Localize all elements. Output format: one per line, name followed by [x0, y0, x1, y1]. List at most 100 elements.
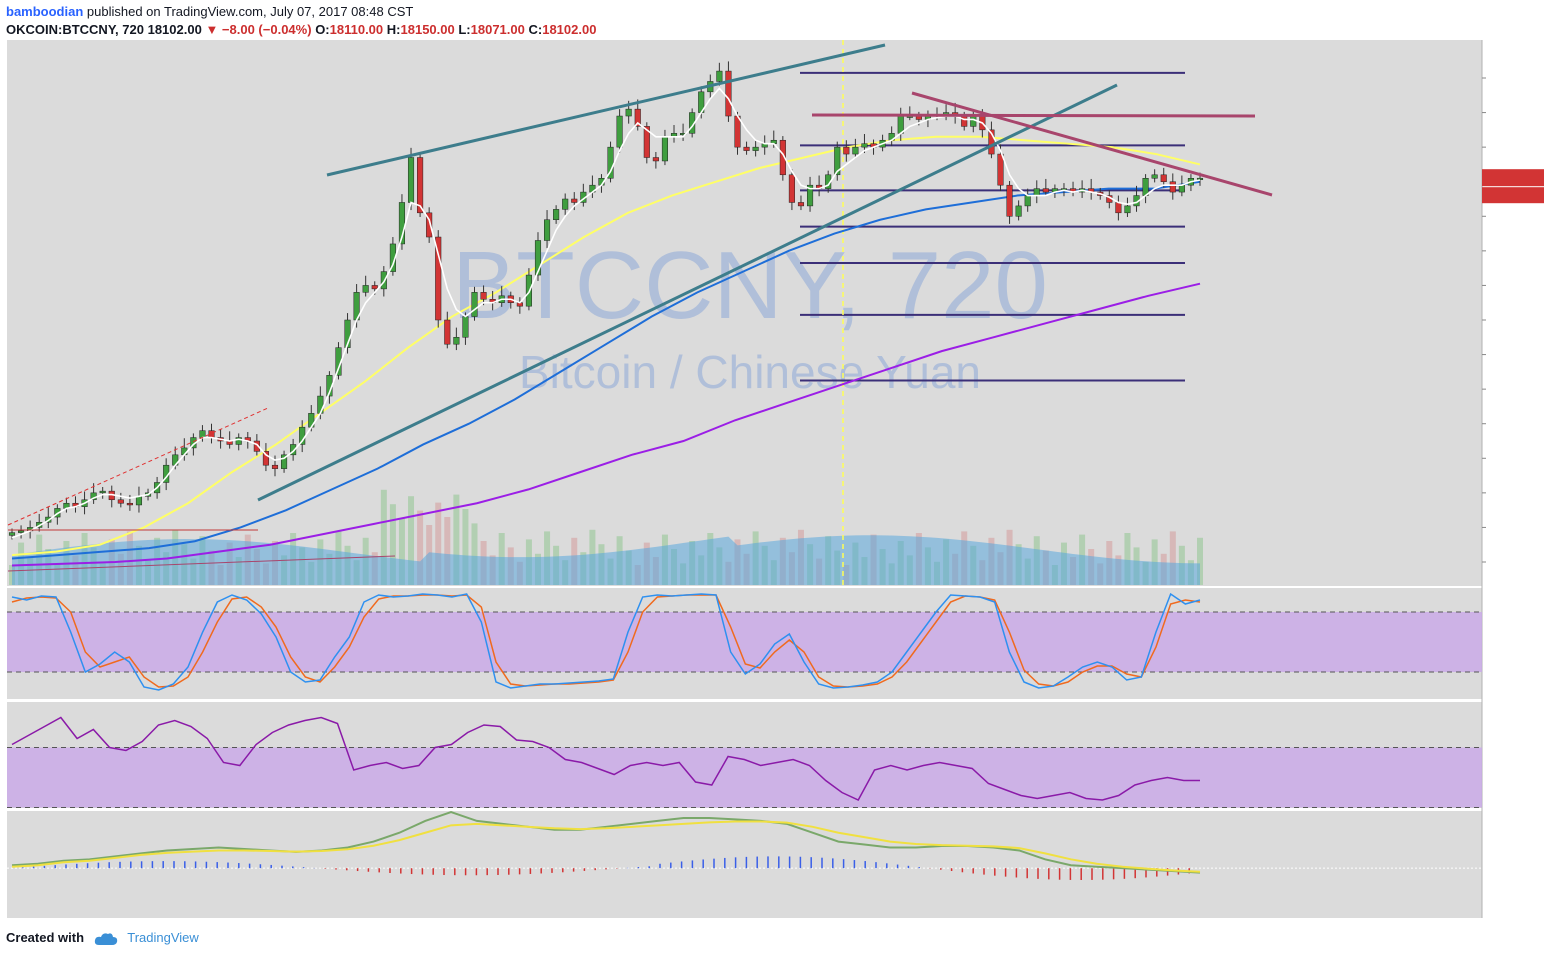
candle-up [407, 157, 415, 203]
candle-down [262, 451, 269, 466]
candle-down [743, 146, 750, 151]
candle-up [1124, 205, 1131, 214]
volume-bar [462, 509, 469, 585]
candle-up [716, 70, 723, 82]
candle-up [290, 444, 297, 456]
candle-down [725, 70, 732, 117]
sma-blue-line [11, 180, 1201, 560]
high-label: H: [386, 22, 401, 37]
volume-bar [408, 496, 415, 585]
candle-up [616, 115, 623, 148]
candle-up [199, 430, 206, 438]
dashed-channel-line [7, 407, 269, 526]
main-price-series [7, 40, 1273, 586]
candle-up [281, 454, 288, 469]
candle-down [444, 319, 451, 345]
stoch-k-line [11, 592, 1201, 691]
candle-up [661, 136, 668, 162]
candle-up [897, 115, 904, 134]
candle-up [562, 198, 569, 210]
candle-down [271, 464, 279, 469]
candle-up [834, 146, 841, 176]
tradingview-link[interactable]: TradingView [127, 930, 199, 945]
candle-up [1151, 174, 1158, 179]
main-panel-bg [7, 40, 1482, 586]
candle-up [8, 532, 16, 536]
publish-info: published on TradingView.com, July 07, 2… [86, 4, 414, 19]
last-price-tag [1482, 169, 1544, 187]
volume-bar [398, 518, 405, 585]
footer: Created with TradingView [6, 930, 199, 946]
tradingview-cloud-icon [94, 932, 117, 945]
rsi-indicator [7, 716, 1482, 808]
candle-down [779, 139, 786, 176]
volume-bar [471, 523, 478, 585]
candle-down [571, 198, 578, 203]
candle-down [652, 157, 659, 162]
candle-up [1024, 195, 1031, 207]
candle-down [797, 202, 805, 207]
watermark-symbol: BTCCNY, 720 [452, 232, 1048, 339]
candle-down [426, 212, 433, 238]
candle-up [861, 143, 868, 148]
candle-up [534, 240, 542, 276]
author-link[interactable]: bamboodian [6, 4, 84, 19]
candle-down [1169, 181, 1176, 193]
candle-down [1042, 188, 1049, 193]
candle-down [634, 108, 641, 127]
candle-down [117, 499, 124, 504]
open-label: O: [315, 22, 330, 37]
candle-up [398, 202, 406, 245]
candle-down [1115, 202, 1122, 214]
candle-down [435, 236, 442, 321]
macd-panel-bg [7, 811, 1482, 918]
candle-up [752, 146, 759, 151]
candle-up [1142, 178, 1149, 196]
watermark-name: Bitcoin / Chinese Yuan [519, 346, 981, 398]
sma-purple-line [11, 282, 1201, 567]
volume-bar [1169, 531, 1176, 585]
volume-bar [1197, 537, 1203, 585]
volume-bar [453, 494, 460, 585]
candle-down [843, 146, 850, 155]
change-value: ▼ −8.00 (−0.04%) [205, 22, 312, 37]
candle-down [371, 285, 378, 290]
descending-resistance-line [911, 91, 1273, 197]
lower-trend-line [257, 83, 1118, 502]
candle-up [462, 316, 469, 338]
candle-up [471, 292, 478, 317]
candle-up [235, 437, 242, 445]
stoch-d-line [11, 594, 1201, 688]
low-value: 18071.00 [470, 22, 525, 37]
stochastic-indicator [7, 592, 1482, 691]
candle-up [18, 530, 25, 533]
volume-ma-area [12, 535, 1200, 585]
candle-down [961, 115, 968, 127]
volume-bar [417, 510, 424, 585]
open-value: 18110.00 [329, 22, 384, 37]
macd-signal-line [11, 820, 1201, 873]
candle-down [734, 115, 741, 148]
candle-up [362, 285, 369, 293]
candle-up [852, 146, 859, 155]
volume-bar [435, 502, 442, 585]
candle-down [417, 157, 424, 214]
chart-canvas[interactable]: BTCCNY, 720 Bitcoin / Chinese Yuan [0, 40, 1557, 920]
volume-bar [1124, 533, 1131, 585]
axes [1482, 77, 1544, 563]
rsi-line [11, 716, 1200, 801]
countdown-tag [1482, 187, 1544, 204]
upper-trend-line [326, 43, 886, 177]
volume-bar [380, 489, 387, 585]
candle-up [1015, 205, 1022, 217]
candle-up [607, 146, 614, 179]
macd-indicator [7, 810, 1482, 880]
created-with-label: Created with [6, 930, 85, 945]
candle-down [788, 174, 795, 203]
candle-down [253, 440, 260, 452]
candle-down [1006, 184, 1013, 217]
candle-down [997, 153, 1004, 186]
candle-up [453, 337, 460, 345]
low-label: L: [458, 22, 471, 37]
candle-down [480, 292, 487, 300]
